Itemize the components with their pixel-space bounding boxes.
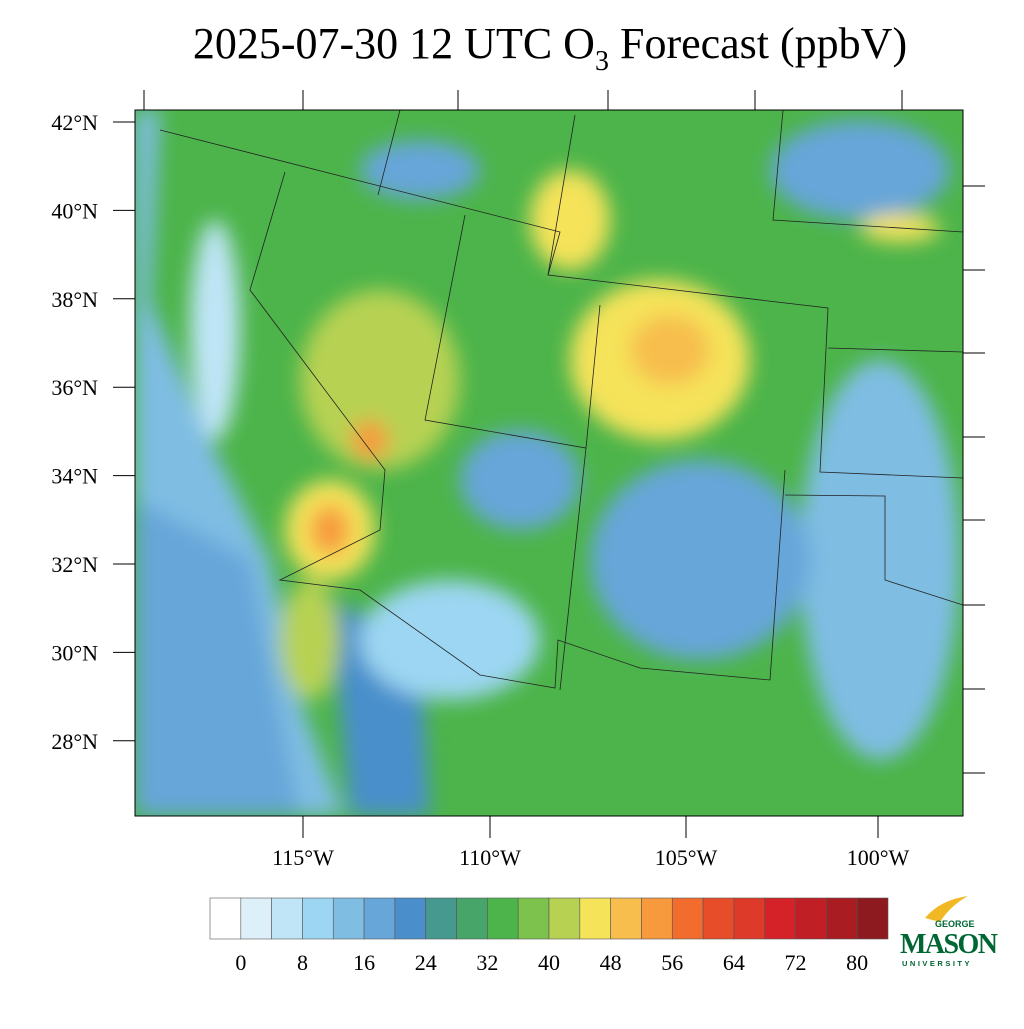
colorbar-label: 64 (723, 950, 745, 975)
colorbar-box (425, 897, 457, 940)
title: 2025-07-30 12 UTC O3 Forecast (ppbV) (193, 19, 907, 77)
colorbar-label: 32 (476, 950, 498, 975)
colorbar-box (733, 897, 766, 940)
colorbar-label: 8 (297, 950, 308, 975)
colorbar-box (856, 897, 889, 940)
colorbar-label: 16 (353, 950, 375, 975)
colorbar-label: 56 (661, 950, 683, 975)
colorbar-box (764, 897, 796, 940)
lat-label: 30°N (51, 640, 98, 665)
colorbar-label: 80 (846, 950, 868, 975)
colorbar-box (363, 897, 396, 940)
lat-label: 32°N (51, 552, 98, 577)
colorbar-label: 40 (538, 950, 560, 975)
logo-main: MASON (900, 929, 998, 960)
lat-label: 38°N (51, 287, 98, 312)
colorbar-box (579, 897, 611, 940)
map-frame (134, 109, 964, 817)
colorbar-box (517, 897, 550, 940)
colorbar-box (641, 897, 673, 940)
colorbar-box (302, 897, 334, 940)
colorbar-box (610, 897, 642, 940)
frame-ticks (143, 90, 985, 774)
lat-label: 42°N (51, 110, 98, 135)
colorbar-box (332, 897, 365, 940)
colorbar-box (702, 897, 735, 940)
colorbar-box (456, 897, 488, 940)
lat-label: 28°N (51, 729, 98, 754)
colorbar-label: 72 (785, 950, 807, 975)
lat-label: 36°N (51, 375, 98, 400)
colorbar-box (394, 897, 427, 940)
colorbar-box (795, 897, 827, 940)
colorbar-label: 24 (415, 950, 437, 975)
lat-label: 34°N (51, 464, 98, 489)
colorbar-box (487, 897, 519, 940)
lon-label: 110°W (459, 845, 521, 870)
colorbar-box (209, 897, 242, 940)
logo-top: GEORGE (935, 919, 975, 929)
lon-label: 105°W (655, 845, 718, 870)
colorbar-box (671, 897, 704, 940)
ozone-field (135, 110, 963, 816)
colorbar-box (826, 897, 858, 940)
colorbar-label: 48 (600, 950, 622, 975)
colorbar-box (240, 897, 272, 940)
logo: GEORGE MASON UNIVERSITY (900, 896, 998, 968)
logo-bottom: UNIVERSITY (902, 959, 972, 968)
lon-label: 100°W (847, 845, 910, 870)
colorbar-label: 0 (235, 950, 246, 975)
colorbar-box (271, 897, 303, 940)
lon-label: 115°W (272, 845, 334, 870)
lat-label: 40°N (51, 198, 98, 223)
colorbar-box (548, 897, 581, 940)
